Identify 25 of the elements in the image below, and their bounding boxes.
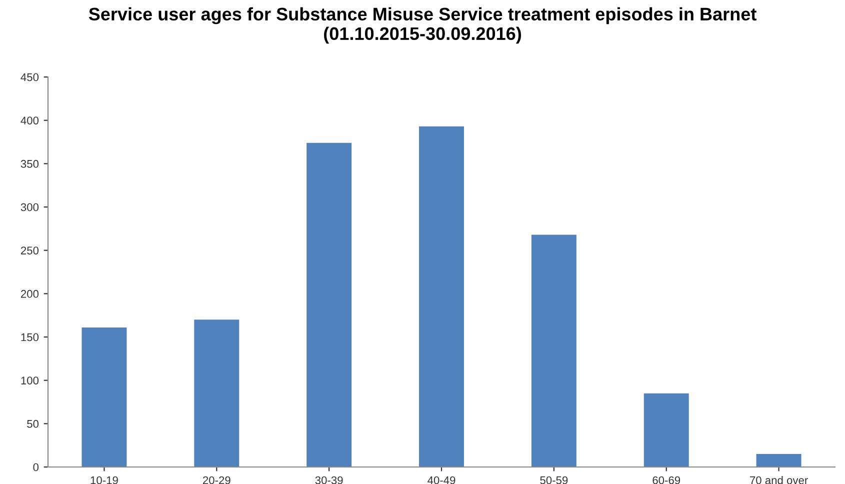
y-tick-label: 150 (21, 333, 39, 342)
bar (82, 327, 127, 467)
y-tick-label: 250 (20, 246, 39, 254)
bar (194, 320, 240, 467)
y-tick-label: 300 (20, 203, 39, 212)
x-tick-label: 40-49 (428, 476, 456, 484)
y-tick-label: 50 (27, 420, 39, 428)
bar (419, 126, 464, 467)
x-tick-label: 20-29 (202, 476, 230, 484)
x-tick-label: 50-59 (540, 476, 568, 484)
bar (756, 454, 802, 467)
y-tick-label: 0 (33, 463, 39, 472)
x-tick-label: 10-19 (90, 476, 118, 484)
chart-title: Service user ages for Substance Misuse Service treatment episodes in Barnet (01.10.2015-30.09.2016) (88, 7, 756, 44)
y-tick-label: 400 (20, 116, 39, 124)
y-tick-label: 200 (20, 290, 39, 298)
x-tick-label: 60-69 (652, 476, 680, 484)
y-tick-label: 450 (20, 73, 39, 82)
y-tick-label: 350 (20, 160, 39, 168)
x-tick-label: 70 and over (750, 476, 808, 484)
y-tick-label: 100 (21, 376, 39, 384)
x-tick-label: 30-39 (315, 476, 343, 484)
bar (531, 234, 576, 467)
bar (644, 393, 689, 467)
bar (306, 142, 352, 467)
